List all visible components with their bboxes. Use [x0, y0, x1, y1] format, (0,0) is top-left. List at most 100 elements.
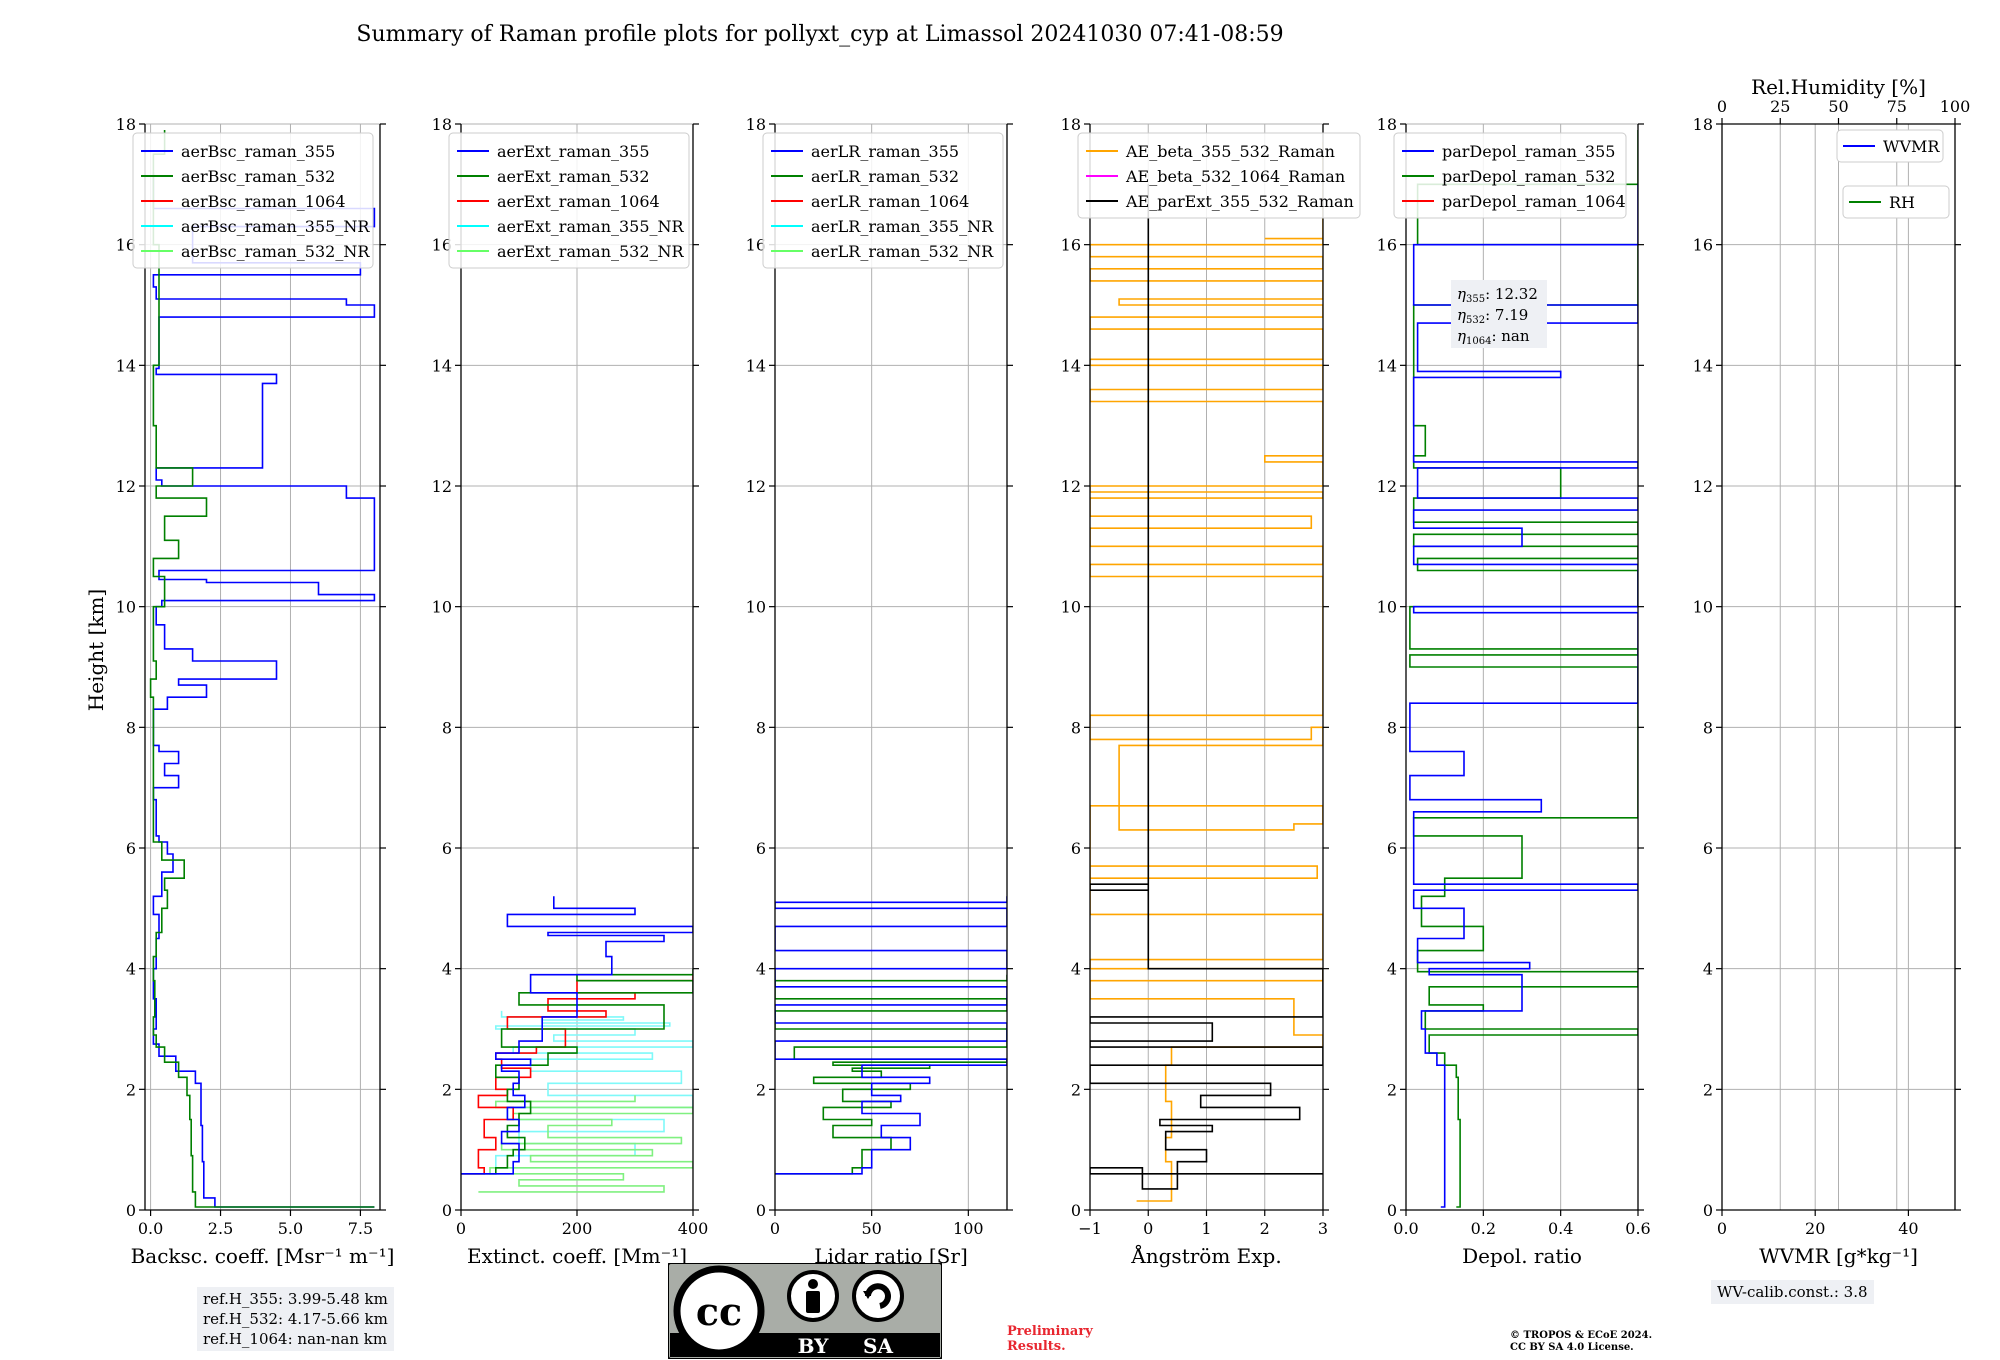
series-aerExt_raman_355_NR	[495, 1010, 693, 1169]
y-tick-label: 16	[1693, 236, 1713, 255]
y-tick-label: 14	[432, 356, 452, 375]
y-tick-label: 4	[1703, 960, 1713, 979]
y-tick-label: 16	[746, 236, 766, 255]
y-tick-label: 14	[116, 356, 136, 375]
copyright-note: © TROPOS & ECoE 2024. CC BY SA 4.0 Licen…	[1510, 1330, 1730, 1354]
y-tick-label: 2	[1071, 1080, 1081, 1099]
preliminary-line-1: Preliminary	[1007, 1324, 1093, 1339]
cc-by-sa-badge: cc BY SA	[668, 1263, 942, 1359]
y-tick-label: 8	[1703, 718, 1713, 737]
top-x-tick-label: 75	[1887, 97, 1907, 116]
x-axis-label: Ångström Exp.	[1130, 1243, 1281, 1268]
eta-1064: η1064: nan	[1457, 327, 1530, 347]
legend-ae: AE_beta_355_532_Raman AE_beta_532_1064_Ra…	[1077, 132, 1361, 219]
legend-label: aerExt_raman_355_NR	[497, 217, 685, 236]
legend-box	[1842, 185, 1950, 219]
y-tick-label: 8	[1387, 718, 1397, 737]
y-tick-label: 6	[1071, 839, 1081, 858]
x-tick-label: 200	[562, 1219, 593, 1238]
y-tick-label: 10	[1693, 598, 1713, 617]
figure-title: Summary of Raman profile plots for polly…	[356, 22, 1284, 47]
y-tick-label: 4	[126, 960, 136, 979]
sa-arrow-icon	[865, 1283, 891, 1309]
legend-label: aerExt_raman_532	[497, 167, 650, 186]
y-tick-label: 4	[1071, 960, 1081, 979]
y-tick-label: 14	[1377, 356, 1397, 375]
legend-box	[1077, 132, 1361, 219]
legend-label: aerLR_raman_532	[811, 167, 959, 186]
legend-bsc: aerBsc_raman_355 aerBsc_raman_532 aerBsc_r…	[132, 132, 374, 269]
y-tick-label: 0	[126, 1201, 136, 1220]
y-tick-label: 0	[442, 1201, 452, 1220]
x-axis-label: Depol. ratio	[1462, 1244, 1582, 1268]
x-tick-label: 7.5	[348, 1219, 373, 1238]
y-tick-label: 12	[1377, 477, 1397, 496]
series-AE_beta_355_532_Raman	[1090, 142, 1323, 1202]
y-tick-label: 18	[746, 115, 766, 134]
person-head-icon	[808, 1279, 818, 1289]
x-tick-label: 1	[1201, 1219, 1211, 1238]
x-tick-label: 40	[1898, 1219, 1918, 1238]
y-tick-label: 4	[442, 960, 452, 979]
legend-label: RH	[1889, 193, 1915, 212]
y-tick-label: 10	[1377, 598, 1397, 617]
panel-ext: 0 2 4 6 8 10 12 14 16 18 0 200 400 Extinct. coeff. [M…	[432, 115, 709, 1268]
y-tick-label: 18	[432, 115, 452, 134]
x-tick-label: 0	[456, 1219, 466, 1238]
legend-depol: parDepol_raman_355 parDepol_raman_532 parD…	[1393, 132, 1627, 219]
y-tick-label: 8	[442, 718, 452, 737]
y-tick-label: 10	[116, 598, 136, 617]
legend-label: AE_parExt_355_532_Raman	[1125, 192, 1354, 211]
x-tick-label: 2	[1260, 1219, 1270, 1238]
y-tick-label: 2	[442, 1080, 452, 1099]
legend-label: aerExt_raman_532_NR	[497, 242, 685, 261]
y-tick-label: 4	[756, 960, 766, 979]
y-tick-label: 2	[1703, 1080, 1713, 1099]
legend-label: aerLR_raman_532_NR	[811, 242, 994, 261]
person-body-icon	[806, 1291, 820, 1313]
y-tick-label: 12	[746, 477, 766, 496]
series-aerBsc_raman_532	[149, 130, 375, 1208]
y-tick-label: 10	[746, 598, 766, 617]
x-tick-label: 0.0	[138, 1219, 163, 1238]
series-AE_parExt_355_532_Raman	[1090, 184, 1323, 1190]
series-aerExt_raman_532_NR	[478, 1095, 693, 1193]
legend-label: parDepol_raman_1064	[1442, 192, 1626, 211]
cc-icon	[673, 1265, 765, 1357]
series-group	[461, 896, 693, 1193]
x-tick-label: 3	[1318, 1219, 1328, 1238]
top-x-tick-label: 100	[1940, 97, 1971, 116]
y-tick-label: 14	[1061, 356, 1081, 375]
copyright-line-2: CC BY SA 4.0 License.	[1510, 1342, 1634, 1353]
copyright-line-1: © TROPOS & ECoE 2024.	[1510, 1330, 1653, 1341]
y-tick-label: 6	[1703, 839, 1713, 858]
legend-box	[762, 132, 1004, 269]
y-tick-label: 6	[126, 839, 136, 858]
legend-box	[1836, 129, 1944, 163]
legend-label: aerBsc_raman_355_NR	[181, 217, 370, 236]
cc-letters: cc	[696, 1289, 742, 1334]
y-tick-label: 0	[1703, 1201, 1713, 1220]
y-tick-label: 0	[1071, 1201, 1081, 1220]
panel-depol: 0 2 4 6 8 10 12 14 16 18 0.0 0.2 0.4 0.6 Depol. ratio p…	[1377, 115, 1651, 1268]
x-axis-label: WVMR [g*kg⁻¹]	[1759, 1244, 1918, 1268]
y-tick-label: 18	[116, 115, 136, 134]
series-aerBsc_raman_355	[152, 172, 376, 1208]
legend-RH: RH	[1842, 185, 1950, 219]
reference-height-box: ref.H_355: 3.99-5.48 km ref.H_532: 4.17-…	[197, 1287, 394, 1351]
x-tick-label: 0.0	[1393, 1219, 1418, 1238]
y-tick-label: 16	[1377, 236, 1397, 255]
legend-label: WVMR	[1883, 137, 1940, 156]
y-tick-label: 18	[1061, 115, 1081, 134]
eta-532: η532: 7.19	[1457, 306, 1528, 326]
legend-label: parDepol_raman_532	[1442, 167, 1615, 186]
legend-label: AE_beta_355_532_Raman	[1125, 142, 1335, 161]
legend-label: aerLR_raman_355_NR	[811, 217, 994, 236]
y-tick-label: 6	[442, 839, 452, 858]
y-tick-label: 18	[1377, 115, 1397, 134]
y-tick-label: 16	[432, 236, 452, 255]
